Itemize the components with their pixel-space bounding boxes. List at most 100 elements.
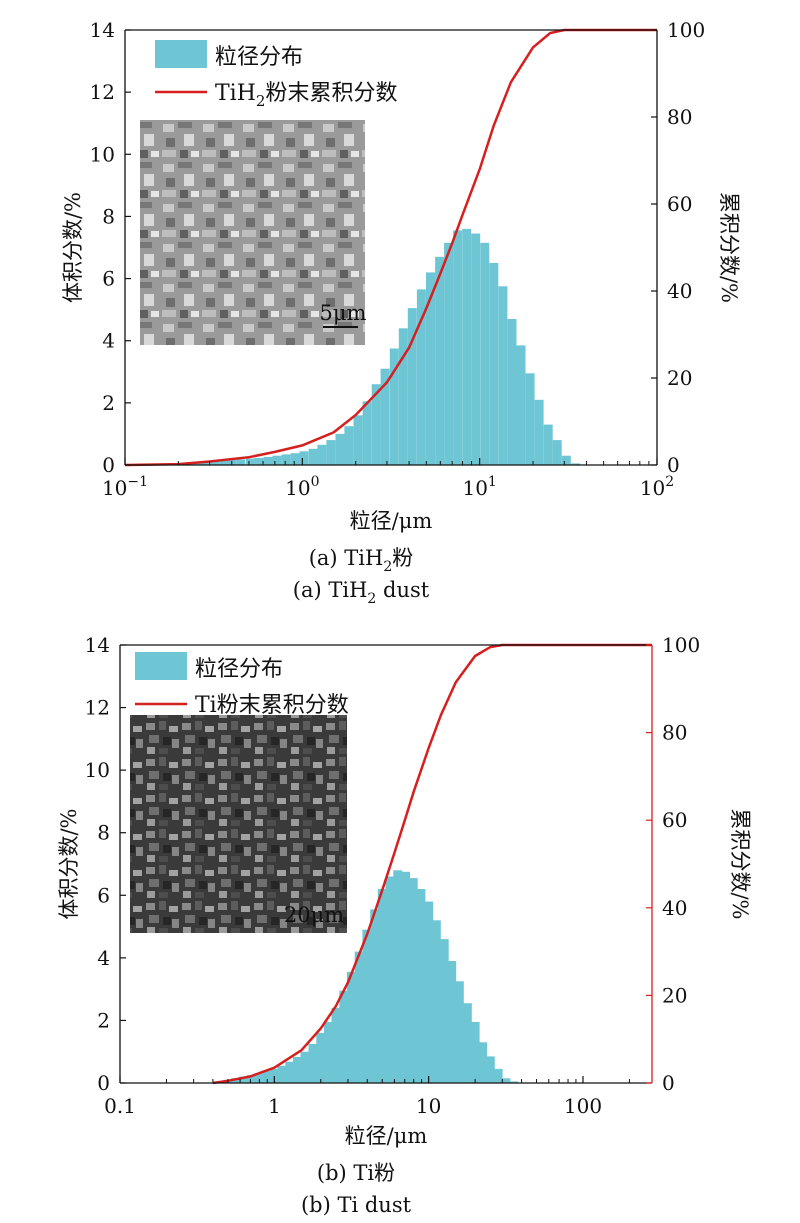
chart-b-bar: [292, 1057, 302, 1083]
chart-a-bar: [489, 263, 499, 465]
chart-a-ylabel-left: 体积分数/%: [61, 192, 85, 303]
chart-a-bar: [480, 242, 490, 465]
chart-a-ytick-right-label: 60: [667, 192, 692, 216]
chart-a-ytick-left-label: 4: [102, 329, 115, 353]
chart-a-xtick-label-base: 10: [640, 476, 665, 500]
chart-a-ytick-right-label: 100: [667, 18, 705, 42]
chart-b-bar: [501, 1078, 511, 1083]
chart-b-ytick-right-label: 0: [662, 1071, 675, 1095]
chart-a-bar: [471, 233, 481, 465]
chart-a-bar: [254, 457, 264, 465]
chart-a-ytick-left-label: 6: [102, 267, 115, 291]
chart-b-bar: [431, 920, 441, 1083]
chart-b-bar: [285, 1061, 295, 1083]
chart-a-legend-line-label-text: 粉末累积分数: [265, 81, 397, 106]
chart-a-ytick-left-label: 14: [90, 18, 115, 42]
chart-b-bar: [362, 929, 372, 1083]
chart-b-bar: [493, 1068, 503, 1083]
chart-a-bar: [236, 459, 246, 465]
chart-a-caption-cn: (a) TiH2粉: [309, 546, 414, 575]
chart-b-bar: [439, 939, 449, 1083]
chart-b-ylabel-left: 体积分数/%: [57, 808, 81, 919]
chart-b-ylabel-right: 累积分数/%: [728, 808, 752, 919]
chart-a-xtick-label: 100: [285, 474, 319, 500]
chart-a-ytick-right-label: 0: [667, 453, 680, 477]
chart-a-bar: [344, 426, 354, 465]
chart-a-bar: [299, 451, 309, 465]
chart-b-bar: [370, 909, 380, 1083]
chart-a-bar: [498, 286, 508, 465]
chart-a-bar: [507, 319, 517, 465]
chart-b-bar: [416, 889, 426, 1083]
chart-b-bar: [238, 1076, 248, 1083]
chart-b-bar: [454, 981, 464, 1083]
chart-a-bar: [219, 460, 229, 465]
chart-a-bar: [281, 454, 291, 465]
chart-b-caption-en: (b) Ti dust: [301, 1193, 412, 1217]
chart-b-ytick-left-label: 2: [97, 1008, 110, 1032]
chart-a-bar: [552, 440, 562, 465]
chart-a-cumulative-line: [124, 28, 657, 467]
chart-b-bar: [447, 961, 457, 1083]
chart-a-bar: [561, 455, 571, 465]
chart-a-xtick-label-base: 10: [102, 476, 127, 500]
chart-a-xtick-label-exponent: 2: [665, 474, 674, 490]
chart-a-caption-cn-text: (a) TiH: [309, 546, 384, 570]
chart-b-bar: [254, 1073, 263, 1083]
chart-a-ytick-right-label: 80: [667, 105, 692, 129]
chart-a-legend-line-label-text: TiH: [215, 81, 256, 106]
chart-a-caption-cn-text: 粉: [392, 546, 413, 570]
chart-b-xtick-label: 0.1: [104, 1094, 136, 1118]
chart-a-bar: [290, 453, 300, 465]
chart-b-bar: [424, 901, 434, 1083]
chart-a-bar: [416, 289, 426, 465]
chart-b-bar: [346, 971, 356, 1083]
chart-a-ytick-left-label: 0: [102, 453, 115, 477]
chart-a-bar: [426, 272, 435, 465]
chart-a-xlabel: 粒径/μm: [350, 509, 433, 533]
chart-b-bar: [385, 876, 395, 1083]
chart-a-ytick-left-label: 10: [90, 142, 115, 166]
chart-a-xtick-label: 101: [462, 474, 496, 500]
chart-a-bar: [543, 424, 553, 465]
chart-a-xtick-label-exponent: −1: [127, 474, 148, 490]
chart-a-legend-line-label: TiH2粉末累积分数: [215, 81, 397, 110]
chart-b-bar: [331, 1007, 341, 1083]
chart-a-bar: [525, 373, 535, 465]
chart-a-ytick-right-label: 20: [667, 366, 692, 390]
chart-b-bar: [509, 1081, 519, 1083]
chart-b-ytick-left-label: 14: [85, 633, 110, 657]
chart-b-sem-image: [130, 715, 347, 933]
chart-b-bar: [393, 870, 403, 1083]
chart-b-ytick-right-label: 80: [662, 721, 687, 745]
chart-b-legend-bar-label: 粒径分布: [195, 657, 283, 682]
chart-a-xtick-label-exponent: 0: [311, 474, 320, 490]
chart-a-bar: [444, 242, 454, 465]
chart-b-bar: [408, 878, 418, 1083]
chart-b-ytick-left-label: 8: [97, 821, 110, 845]
chart-a-bar: [453, 230, 463, 465]
chart-a-legend-bar-label: 粒径分布: [215, 45, 303, 70]
chart-a-bar: [246, 458, 255, 465]
chart-b-bar: [401, 871, 410, 1083]
chart-a-legend-line-label-subscript: 2: [256, 92, 266, 110]
chart-a-ytick-left-label: 8: [102, 204, 115, 228]
chart-b-bar: [470, 1022, 480, 1083]
chart-b-ytick-right-label: 40: [662, 896, 687, 920]
chart-b-bar: [308, 1043, 318, 1083]
chart-a-caption-cn-subscript: 2: [383, 559, 392, 575]
chart-a-legend-bar-swatch: [155, 40, 207, 68]
chart-b-bar: [485, 1056, 495, 1083]
chart-b-ytick-left-label: 0: [97, 1071, 110, 1095]
chart-a-ytick-left-label: 12: [90, 80, 115, 104]
chart-a-xtick-label: 102: [640, 474, 674, 500]
chart-b-bar: [339, 990, 349, 1083]
chart-b-xlabel: 粒径/μm: [345, 1124, 428, 1148]
chart-a-scale-bar-label: 5μm: [320, 301, 367, 325]
chart-b-ytick-right-label: 20: [662, 983, 687, 1007]
chart-b-bar: [277, 1065, 287, 1083]
chart-b-ytick-left-label: 12: [85, 696, 110, 720]
chart-b-ytick-left-label: 4: [97, 946, 110, 970]
